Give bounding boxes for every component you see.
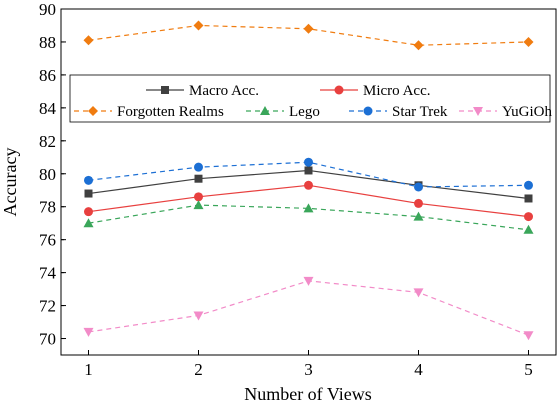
data-point-star-trek (524, 180, 533, 190)
y-tick-label: 76 (39, 231, 56, 250)
legend: Macro Acc. Micro Acc. Forgotten Realms Lego… (69, 74, 553, 123)
data-point-macro-acc (524, 194, 533, 203)
y-tick-label: 72 (39, 297, 56, 316)
series-line-lego (88, 204, 529, 231)
series-layer (83, 20, 534, 341)
y-tick-label: 84 (39, 99, 57, 118)
data-point-yugioh (413, 288, 424, 298)
x-tick-label: 1 (84, 360, 93, 379)
data-point-yugioh (303, 276, 314, 286)
legend-entry-yugioh: YuGiOh (459, 104, 553, 120)
x-tick-label: 5 (524, 360, 533, 379)
data-point-forgotten-realms (413, 40, 424, 51)
x-tick-label: 2 (194, 360, 203, 379)
legend-entry-star-trek: Star Trek (349, 104, 448, 120)
y-tick-label: 82 (39, 132, 56, 151)
series-forgotten-realms (83, 20, 534, 51)
legend-marker-star-trek (363, 106, 373, 116)
x-axis-title: Number of Views (244, 384, 372, 404)
data-point-forgotten-realms (83, 35, 94, 46)
legend-box (69, 74, 551, 123)
y-tick-label: 90 (39, 0, 56, 19)
y-tick-label: 88 (39, 33, 56, 52)
legend-marker-micro-acc (334, 85, 344, 95)
legend-entry-lego: Lego (246, 104, 320, 120)
y-axis-title: Accuracy (0, 148, 20, 217)
series-line-forgotten-realms (88, 24, 529, 46)
data-point-yugioh (523, 331, 534, 341)
data-point-forgotten-realms (523, 36, 534, 47)
data-point-micro-acc (194, 192, 203, 202)
legend-marker-yugioh (473, 107, 483, 116)
y-tick-label: 86 (39, 66, 56, 85)
data-point-star-trek (84, 175, 93, 185)
data-point-lego (193, 200, 204, 210)
data-point-lego (413, 211, 424, 221)
data-point-star-trek (414, 182, 423, 192)
y-tick-label: 78 (39, 198, 56, 217)
legend-label-lego: Lego (289, 104, 320, 120)
legend-label-forgotten-realms: Forgotten Realms (117, 104, 224, 120)
legend-entry-forgotten-realms: Forgotten Realms (74, 104, 224, 120)
data-point-macro-acc (304, 166, 313, 175)
data-point-macro-acc (84, 189, 93, 198)
y-tick-label: 80 (39, 165, 56, 184)
data-point-macro-acc (194, 174, 203, 183)
series-star-trek (84, 157, 533, 192)
data-point-yugioh (193, 311, 204, 321)
data-point-forgotten-realms (303, 23, 314, 34)
legend-entry-macro-acc: Macro Acc. (146, 83, 259, 99)
legend-label-star-trek: Star Trek (392, 104, 448, 120)
data-point-forgotten-realms (193, 20, 204, 31)
x-tick-label: 4 (414, 360, 423, 379)
data-point-micro-acc (524, 212, 533, 222)
data-point-lego (303, 203, 314, 213)
legend-entry-micro-acc: Micro Acc. (320, 83, 430, 99)
y-tick-label: 70 (39, 330, 56, 349)
legend-marker-macro-acc (161, 86, 169, 94)
data-point-micro-acc (84, 207, 93, 217)
legend-marker-forgotten-realms (88, 106, 98, 116)
data-point-star-trek (194, 162, 203, 172)
axes: 1 2 3 4 5 70 72 74 76 78 80 82 84 86 88 90 (39, 0, 533, 379)
data-point-yugioh (83, 327, 94, 337)
x-tick-label: 3 (304, 360, 313, 379)
legend-label-micro-acc: Micro Acc. (363, 83, 430, 99)
data-point-micro-acc (304, 180, 313, 190)
data-point-lego (83, 218, 94, 228)
legend-label-yugioh: YuGiOh (502, 104, 553, 120)
legend-label-macro-acc: Macro Acc. (189, 83, 259, 99)
series-micro-acc (84, 180, 533, 222)
data-point-star-trek (304, 157, 313, 167)
data-point-lego (523, 224, 534, 234)
data-point-micro-acc (414, 198, 423, 208)
series-yugioh (83, 276, 534, 341)
y-tick-label: 74 (39, 264, 57, 283)
legend-marker-lego (260, 106, 270, 115)
series-lego (83, 200, 534, 234)
